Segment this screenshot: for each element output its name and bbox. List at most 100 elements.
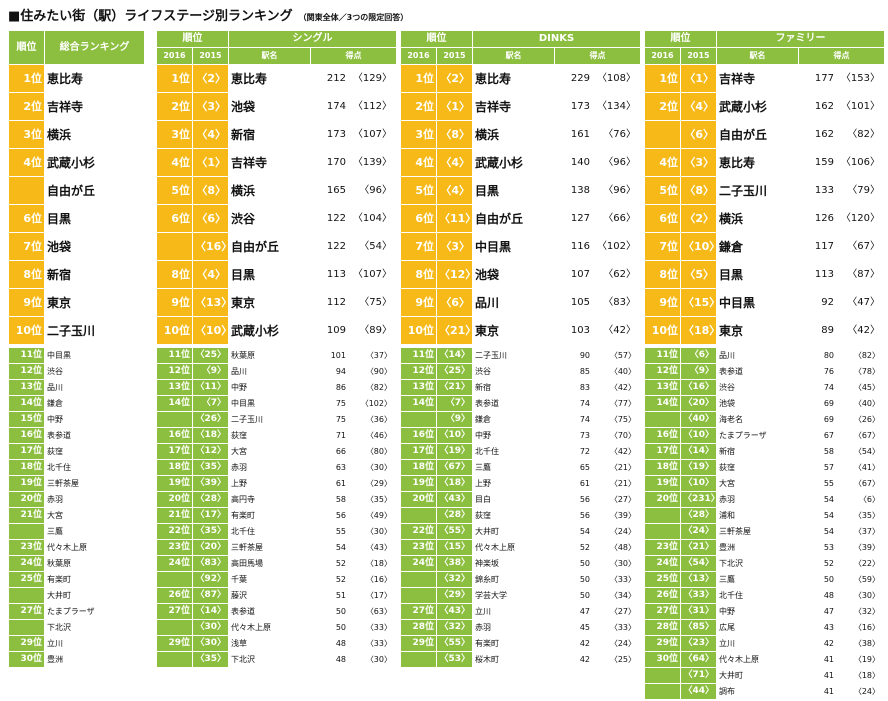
score-2016: 50: [554, 587, 593, 604]
score-2015: 〈75〉: [348, 288, 397, 317]
table-row: 17位 荻窪: [8, 443, 145, 460]
rank-2015: 〈16〉: [680, 379, 717, 396]
table-row: 8位 〈5〉 目黒 113 〈87〉: [644, 260, 886, 289]
score-2015: 〈129〉: [348, 64, 397, 93]
score-2015: 〈82〉: [348, 379, 397, 396]
rank-2015: 〈8〉: [436, 120, 473, 149]
score-2015: 〈35〉: [348, 491, 397, 508]
header-row: 順位 総合ランキング: [8, 30, 145, 65]
score-2015: 〈21〉: [591, 475, 642, 492]
table-row: 下北沢: [8, 619, 145, 636]
station-name: 三鷹: [472, 459, 555, 476]
table-row: 2位 〈3〉 池袋 174 〈112〉: [156, 92, 397, 121]
score-2016: 58: [310, 491, 349, 508]
score-2015: 〈49〉: [348, 507, 397, 524]
rank-2015: 〈25〉: [436, 363, 473, 380]
score-2015: 〈42〉: [835, 316, 886, 345]
table-row: 29位 立川: [8, 635, 145, 652]
score-2015: 〈54〉: [835, 443, 886, 460]
rank-2015: 〈6〉: [436, 288, 473, 317]
station-name: 武蔵小杉: [472, 148, 555, 177]
station-name: 豊洲: [44, 651, 145, 668]
station-name: 鎌倉: [716, 232, 799, 261]
rank-2015: 〈7〉: [436, 395, 473, 412]
rank-2016: [400, 507, 437, 524]
rank-2016: [156, 411, 193, 428]
rank-2016: 8位: [644, 260, 681, 289]
score-2016: 94: [310, 363, 349, 380]
rank-2015: 〈55〉: [436, 635, 473, 652]
table-row: 〈92〉 千葉 52 〈16〉: [156, 571, 397, 588]
rank-2016: 13位: [156, 379, 193, 396]
year-2015-header: 2015: [436, 47, 473, 65]
rank-2015: 〈6〉: [680, 120, 717, 149]
table-row: 27位 〈31〉 中野 47 〈32〉: [644, 603, 886, 620]
score-2015: 〈38〉: [835, 635, 886, 652]
rank-cell: 4位: [8, 148, 45, 177]
table-row: 13位 品川: [8, 379, 145, 396]
table-row: 3位 〈8〉 横浜 161 〈76〉: [400, 120, 642, 149]
table-row: 4位 〈3〉 恵比寿 159 〈106〉: [644, 148, 886, 177]
station-name: 三軒茶屋: [228, 539, 311, 556]
rank-2015: 〈3〉: [192, 92, 229, 121]
score-2016: 74: [554, 395, 593, 412]
station-name: 自由が丘: [44, 176, 145, 205]
score-2016: 212: [310, 64, 349, 93]
score-2016: 105: [554, 288, 593, 317]
rank-cell: 23位: [8, 539, 45, 556]
station-name: 武蔵小杉: [228, 316, 311, 345]
rank-cell: 20位: [8, 491, 45, 508]
score-2015: 〈41〉: [835, 459, 886, 476]
overall-ranking-table: 順位 総合ランキング 1位 恵比寿 2位 吉祥寺 3位 横浜 4位 武蔵小杉 自由が丘 6位 目黒 7位池…: [8, 30, 145, 668]
rank-2015: 〈8〉: [192, 176, 229, 205]
rank-2015: 〈21〉: [680, 539, 717, 556]
table-row: 1位 〈2〉 恵比寿 229 〈108〉: [400, 64, 642, 93]
table-row: 23位 代々木上原: [8, 539, 145, 556]
table-row: 〈30〉 代々木上原 50 〈33〉: [156, 619, 397, 636]
score-2016: 57: [798, 459, 837, 476]
station-name: 千葉: [228, 571, 311, 588]
rank-2016: 20位: [156, 491, 193, 508]
score-2015: 〈62〉: [591, 260, 642, 289]
score-2015: 〈82〉: [835, 347, 886, 364]
rank-2016: 2位: [644, 92, 681, 121]
score-2016: 122: [310, 204, 349, 233]
table-row: 〈44〉 調布 41 〈24〉: [644, 683, 886, 700]
rank-cell: 7位: [8, 232, 45, 261]
score-2016: 50: [554, 571, 593, 588]
score-2015: 〈29〉: [348, 475, 397, 492]
score-2016: 52: [310, 571, 349, 588]
station-name: 北千住: [472, 443, 555, 460]
table-row: 〈28〉 荻窪 56 〈39〉: [400, 507, 642, 524]
rank-2015: 〈18〉: [192, 427, 229, 444]
score-2015: 〈33〉: [348, 619, 397, 636]
rank-2016: 19位: [400, 475, 437, 492]
score-2016: 45: [554, 619, 593, 636]
table-row: 〈53〉 桜木町 42 〈25〉: [400, 651, 642, 668]
rank-cell: [8, 619, 45, 636]
station-name: 二子玉川: [716, 176, 799, 205]
table-row: 23位 〈15〉 代々木上原 52 〈48〉: [400, 539, 642, 556]
score-2015: 〈107〉: [348, 120, 397, 149]
station-name: 目白: [472, 491, 555, 508]
rank-2016: 13位: [400, 379, 437, 396]
score-2015: 〈40〉: [591, 363, 642, 380]
subheader-row: 2016 2015 駅名 得点: [644, 47, 886, 65]
rank-2016: 9位: [644, 288, 681, 317]
table-row: 6位 〈2〉 横浜 126 〈120〉: [644, 204, 886, 233]
score-2015: 〈40〉: [835, 395, 886, 412]
station-name: 秋葉原: [228, 347, 311, 364]
rank-2016: 9位: [156, 288, 193, 317]
rank-2016: 18位: [156, 459, 193, 476]
rank-2015: 〈1〉: [192, 148, 229, 177]
table-row: 29位 〈23〉 立川 42 〈38〉: [644, 635, 886, 652]
station-name: 新宿: [228, 120, 311, 149]
score-2015: 〈153〉: [835, 64, 886, 93]
table-row: 11位 〈6〉 品川 80 〈82〉: [644, 347, 886, 364]
station-name: 三鷹: [44, 523, 145, 540]
rank-2016: 27位: [644, 603, 681, 620]
station-name: 自由が丘: [228, 232, 311, 261]
rank-2015: 〈6〉: [680, 347, 717, 364]
station-name: 表参道: [44, 427, 145, 444]
